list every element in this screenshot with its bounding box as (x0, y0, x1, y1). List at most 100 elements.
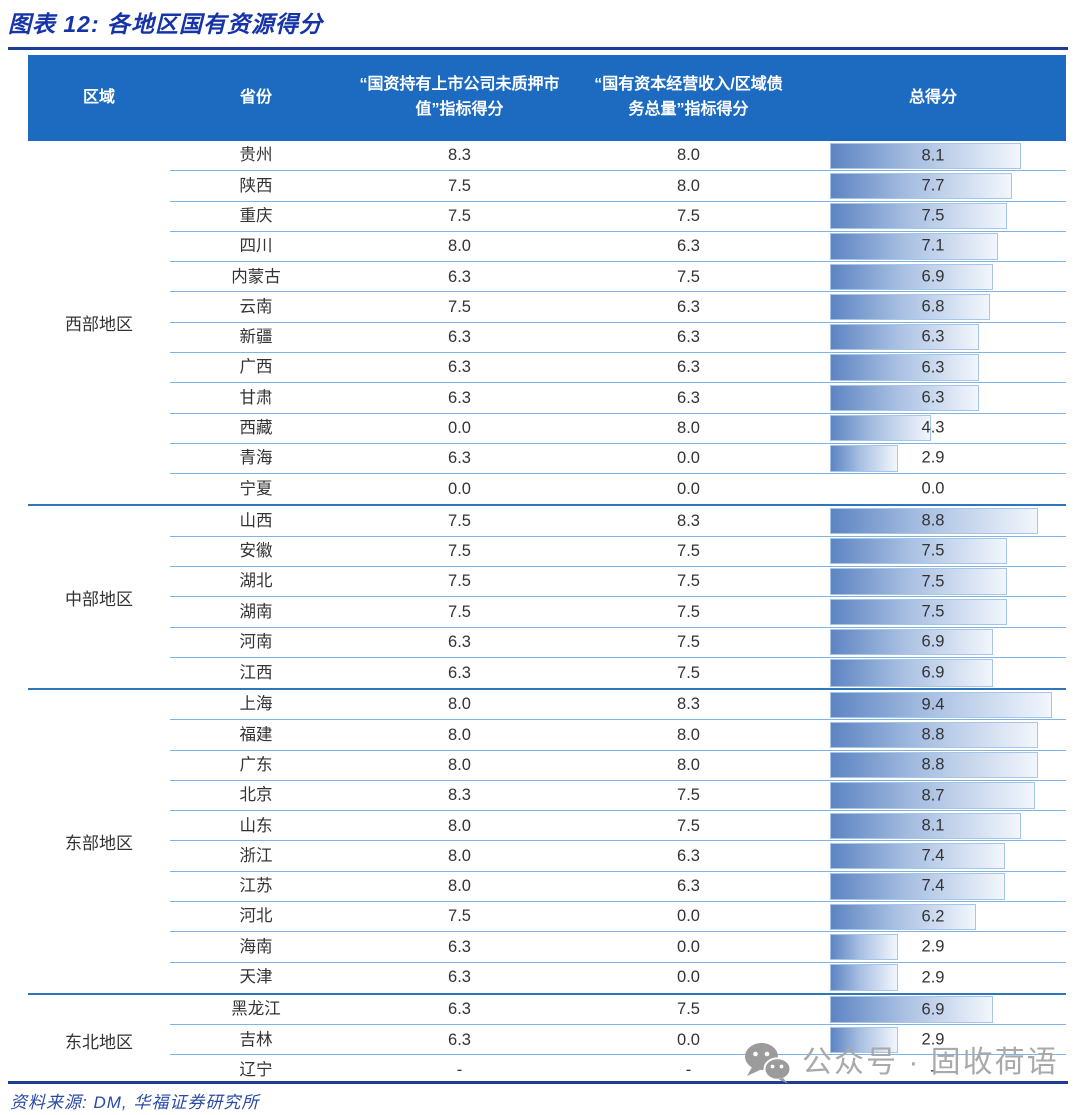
score1-cell: 8.0 (448, 695, 471, 714)
score2-cell: 0.0 (677, 1030, 700, 1049)
table-row: 江苏 8.0 6.3 7.4 (170, 872, 1066, 903)
total-value: 2.9 (921, 937, 945, 956)
header-score2: “国有资本经营收入/区域债务总量”指标得分 (594, 76, 783, 118)
total-bar-track (830, 172, 1066, 200)
total-bar-track (830, 203, 1066, 230)
region-label: 中部地区 (65, 589, 133, 609)
total-value: 7.5 (921, 602, 945, 621)
table-row: 青海 6.3 0.0 2.9 (170, 444, 1066, 475)
province-cell: 江西 (239, 663, 273, 682)
province-cell: 广西 (239, 358, 273, 377)
total-bar (830, 1026, 899, 1053)
total-bar (830, 964, 899, 992)
total-bar-track (830, 263, 1066, 290)
total-cell: 6.2 (800, 902, 1066, 931)
total-value: 6.9 (921, 663, 945, 682)
province-cell: 青海 (239, 449, 273, 468)
total-bar-track (830, 233, 1066, 260)
province-cell: 湖南 (239, 602, 273, 621)
total-value: 7.4 (921, 876, 945, 895)
province-cell: 黑龙江 (231, 1000, 281, 1019)
total-bar (830, 721, 1038, 749)
total-cell: 7.4 (800, 841, 1066, 870)
province-cell: 海南 (239, 937, 273, 956)
score2-cell: 7.5 (677, 786, 700, 805)
total-bar-track (830, 691, 1066, 718)
score2-cell: 7.5 (677, 1000, 700, 1019)
total-bar-track (830, 873, 1066, 900)
total-cell: 6.9 (800, 628, 1066, 657)
total-bar (830, 873, 1005, 900)
province-cell: 浙江 (239, 846, 273, 865)
province-cell: 四川 (239, 237, 273, 256)
region-rows: 黑龙江 6.3 7.5 6.9 吉林 6.3 0.0 2.9 辽宁 - - - (170, 995, 1066, 1086)
total-value: 8.1 (921, 816, 945, 835)
total-bar-track (830, 324, 1066, 351)
total-value: 7.1 (921, 236, 945, 255)
total-bar (830, 293, 991, 321)
total-value: 7.7 (921, 176, 945, 195)
score2-cell: 0.0 (677, 449, 700, 468)
province-cell: 吉林 (239, 1030, 273, 1049)
total-value: 6.3 (921, 358, 945, 377)
total-cell: 6.8 (800, 292, 1066, 321)
total-cell: 7.7 (800, 171, 1066, 200)
table-row: 浙江 8.0 6.3 7.4 (170, 841, 1066, 872)
region-group: 西部地区 贵州 8.3 8.0 8.1 陕西 7.5 8.0 7.7 重庆 7.… (28, 141, 1066, 507)
total-bar (830, 752, 1038, 779)
total-value: 6.9 (921, 632, 945, 651)
table-row: 陕西 7.5 8.0 7.7 (170, 171, 1066, 202)
table-row: 山东 8.0 7.5 8.1 (170, 811, 1066, 842)
score2-cell: 8.0 (677, 176, 700, 195)
score1-cell: 8.3 (448, 146, 471, 165)
score1-cell: 6.3 (448, 663, 471, 682)
score2-cell: 6.3 (677, 877, 700, 896)
total-cell: 8.8 (800, 720, 1066, 749)
watermark: 公众号 · 固收荷语 (744, 1042, 1059, 1084)
score2-cell: 7.5 (677, 542, 700, 561)
table-row: 天津 6.3 0.0 2.9 (170, 963, 1066, 993)
province-cell: 江苏 (239, 877, 273, 896)
table-row: 广西 6.3 6.3 6.3 (170, 353, 1066, 384)
table-row: 上海 8.0 8.3 9.4 (170, 690, 1066, 721)
score1-cell: 6.3 (448, 328, 471, 347)
total-bar (830, 538, 1007, 565)
table-bottom-rule (8, 1081, 1068, 1084)
score1-cell: 7.5 (448, 572, 471, 591)
total-cell: 6.3 (800, 353, 1066, 382)
total-bar (830, 233, 998, 260)
table-row: 江西 6.3 7.5 6.9 (170, 658, 1066, 688)
table-row: 广东 8.0 8.0 8.8 (170, 751, 1066, 781)
score2-cell: 7.5 (677, 632, 700, 651)
total-cell: 2.9 (800, 1025, 1066, 1054)
score2-cell: 7.5 (677, 602, 700, 621)
total-cell: 2.9 (800, 932, 1066, 961)
total-value: 8.8 (921, 511, 945, 530)
total-cell: 2.9 (800, 444, 1066, 473)
table-row: 甘肃 6.3 6.3 6.3 (170, 383, 1066, 414)
header-total: 总得分 (908, 88, 957, 106)
province-cell: 甘肃 (239, 388, 273, 407)
score1-cell: 6.3 (448, 1030, 471, 1049)
score2-cell: 8.3 (677, 511, 700, 530)
score2-cell: 8.3 (677, 695, 700, 714)
score1-cell: 7.5 (448, 297, 471, 316)
score1-cell: 0.0 (448, 418, 471, 437)
score2-cell: 6.3 (677, 846, 700, 865)
table-row: 云南 7.5 6.3 6.8 (170, 292, 1066, 323)
total-bar-track (830, 903, 1066, 930)
total-cell: 7.5 (800, 537, 1066, 566)
total-bar-track (830, 996, 1066, 1023)
total-bar-track (830, 293, 1066, 321)
score2-cell: 7.5 (677, 816, 700, 835)
total-bar-track (830, 782, 1066, 809)
table-row: 重庆 7.5 7.5 7.5 (170, 202, 1066, 232)
total-bar-track (830, 812, 1066, 839)
total-value: 9.4 (921, 695, 945, 714)
province-cell: 山东 (239, 816, 273, 835)
table-row: 四川 8.0 6.3 7.1 (170, 232, 1066, 263)
total-value: 8.8 (921, 755, 945, 774)
table-row: 河北 7.5 0.0 6.2 (170, 902, 1066, 933)
title-rule (8, 47, 1068, 50)
score1-cell: 8.0 (448, 846, 471, 865)
